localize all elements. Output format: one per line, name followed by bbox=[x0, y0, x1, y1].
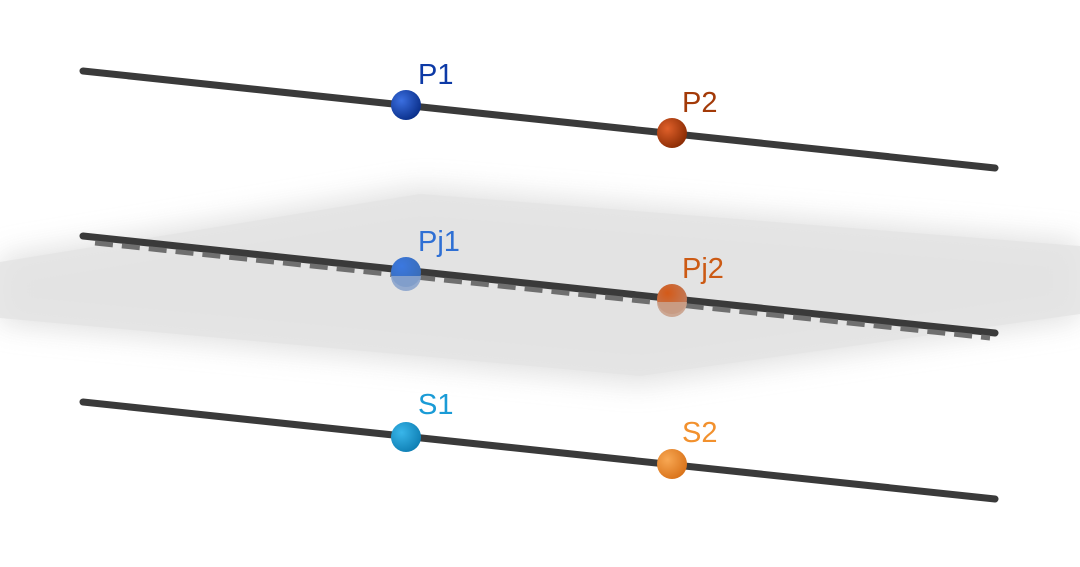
label-s1: S1 bbox=[418, 389, 453, 421]
label-p2: P2 bbox=[682, 87, 717, 119]
line-p bbox=[79, 67, 999, 172]
label-pj1: Pj1 bbox=[418, 226, 460, 258]
label-s2: S2 bbox=[682, 417, 717, 449]
point-p2[interactable] bbox=[657, 118, 687, 148]
point-pj2[interactable] bbox=[657, 284, 687, 317]
point-s1[interactable] bbox=[391, 422, 421, 452]
point-pj1[interactable] bbox=[391, 257, 421, 291]
line-projection bbox=[79, 232, 999, 341]
line-s bbox=[79, 398, 999, 503]
point-p1[interactable] bbox=[391, 90, 421, 120]
point-s2[interactable] bbox=[657, 449, 687, 479]
label-pj2: Pj2 bbox=[682, 253, 724, 285]
label-p1: P1 bbox=[418, 59, 453, 91]
